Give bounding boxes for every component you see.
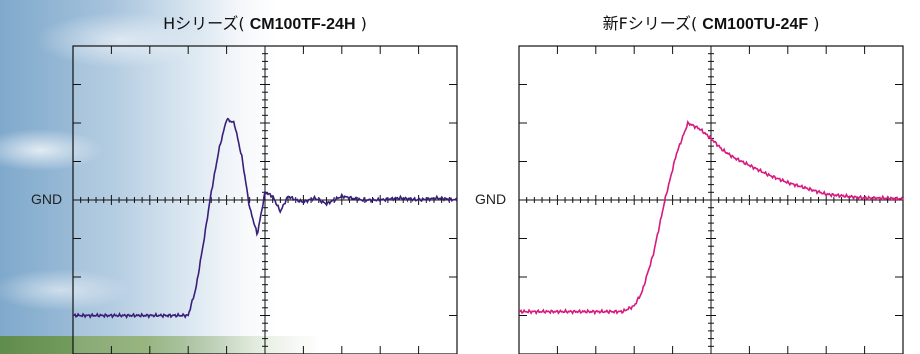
sky-background — [0, 0, 300, 354]
chart-title-right-end: ) — [808, 14, 820, 33]
chart-title-left-normal: Hシリーズ( — [163, 14, 250, 33]
chart-title-right-normal: 新Fシリーズ( — [602, 14, 703, 33]
chart-right — [518, 45, 904, 354]
gnd-label-left: GND — [31, 191, 63, 207]
right-series-line — [518, 119, 904, 316]
gnd-label-right: GND — [475, 191, 507, 207]
chart-title-right: 新Fシリーズ( CM100TU-24F ) — [518, 12, 904, 36]
chart-left — [72, 45, 458, 354]
grass-strip — [0, 336, 320, 354]
chart-title-left: Hシリーズ( CM100TF-24H ) — [72, 12, 458, 36]
chart-title-left-model: CM100TF-24H — [249, 16, 356, 33]
left-series-line — [72, 117, 458, 320]
chart-title-left-end: ) — [355, 14, 367, 33]
chart-title-right-model: CM100TU-24F — [702, 16, 809, 33]
